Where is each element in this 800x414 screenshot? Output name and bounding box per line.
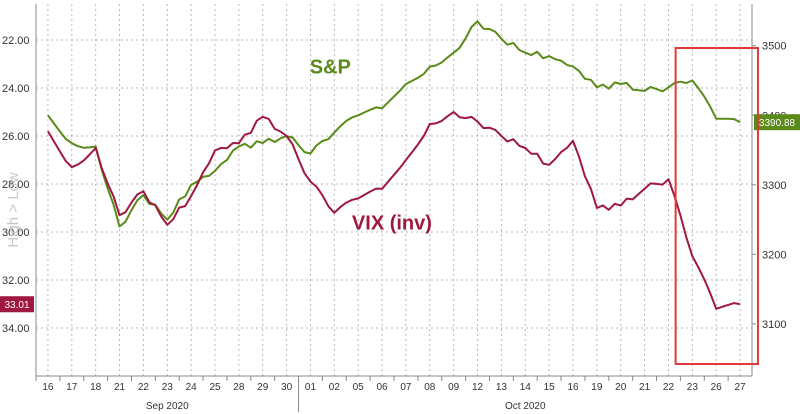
- sp-last-value-label: 3390.88: [759, 118, 796, 129]
- vix-series-line: [47, 111, 741, 310]
- x-axis-date-label: 24: [186, 382, 198, 393]
- left-axis-title: High > Low: [5, 172, 22, 248]
- right-axis-tick-label: 3500: [762, 41, 786, 53]
- left-axis-tick-label: 24.00: [2, 83, 30, 95]
- x-axis-date-label: 01: [305, 382, 317, 393]
- axes: [35, 4, 756, 412]
- x-axis-date-label: 20: [615, 382, 627, 393]
- x-axis-date-label: 07: [400, 382, 412, 393]
- x-axis-date-label: 12: [472, 382, 484, 393]
- left-axis-tick-label: 34.00: [2, 323, 30, 335]
- right-axis-tick-label: 3200: [762, 249, 786, 261]
- x-axis-date-label: 16: [42, 382, 54, 393]
- x-axis-date-label: 29: [257, 382, 269, 393]
- x-axis-date-label: 08: [424, 382, 436, 393]
- x-axis-date-label: 22: [138, 382, 150, 393]
- sp-last-value-badge: [754, 114, 800, 131]
- left-axis-tick-label: 28.00: [2, 179, 30, 191]
- x-axis-date-label: 17: [66, 382, 78, 393]
- x-axis-date-label: 05: [353, 382, 365, 393]
- x-axis-date-label: 18: [90, 382, 102, 393]
- x-axis-date-label: 28: [233, 382, 245, 393]
- left-axis-tick-label: 32.00: [2, 275, 30, 287]
- left-axis-tick-label: 30.00: [2, 227, 30, 239]
- right-axis-tick-label: 3100: [762, 319, 786, 331]
- x-axis-date-label: 25: [209, 382, 221, 393]
- x-axis-date-label: 06: [377, 382, 389, 393]
- x-axis-date-label: 27: [735, 382, 747, 393]
- right-axis-tick-label: 3300: [762, 180, 786, 192]
- x-axis-date-label: 16: [567, 382, 579, 393]
- x-axis-date-label: 22: [663, 382, 675, 393]
- highlight-box: [674, 47, 759, 365]
- x-axis-date-label: 21: [114, 382, 126, 393]
- x-axis-date-label: 23: [687, 382, 699, 393]
- left-axis-tick-label: 26.00: [2, 131, 30, 143]
- chart-labels: 22.00 24.00 26.00 28.00 30.00 32.00 34.00 3500 3…: [0, 35, 800, 412]
- vix-last-value-badge: [0, 296, 34, 313]
- x-axis-date-label: 21: [639, 382, 651, 393]
- x-axis-date-label: 14: [520, 382, 532, 393]
- left-axis-tick-label: 22.00: [2, 35, 30, 47]
- x-axis-date-label: 23: [162, 382, 174, 393]
- x-axis-date-label: 02: [329, 382, 341, 393]
- x-axis-date-label: 30: [281, 382, 293, 393]
- x-axis-month-label: Sep 2020: [146, 401, 189, 412]
- sp-series-label: S&P: [310, 57, 351, 79]
- series-lines: [47, 20, 741, 310]
- gridlines: [36, 4, 752, 376]
- sp-series-line: [47, 20, 741, 228]
- x-axis-date-label: 13: [496, 382, 508, 393]
- x-axis-date-label: 09: [448, 382, 460, 393]
- vix-last-value-label: 33.01: [4, 300, 29, 311]
- x-axis-date-label: 26: [711, 382, 723, 393]
- vix-series-label: VIX (inv): [352, 213, 432, 235]
- x-axis-date-label: 15: [544, 382, 556, 393]
- x-axis-date-label: 19: [591, 382, 603, 393]
- x-axis-month-label: Oct 2020: [505, 401, 546, 412]
